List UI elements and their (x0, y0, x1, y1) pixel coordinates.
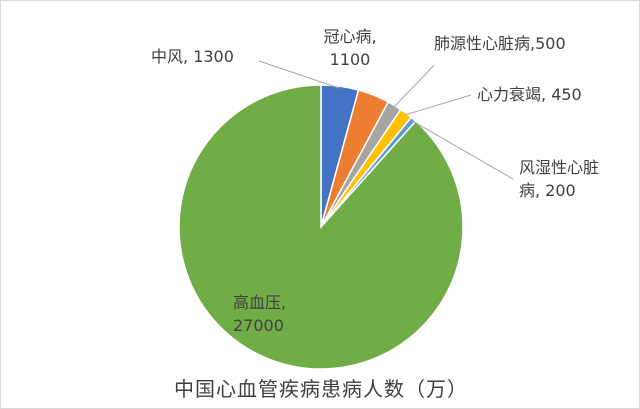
label-rheumatic-heart: 风湿性心脏 病, 200 (519, 158, 600, 200)
label-stroke: 中风, 1300 (151, 47, 234, 66)
chart-title: 中国心血管疾病患病人数（万） (174, 377, 468, 401)
leader-pulmonary-heart (393, 64, 435, 108)
leader-heart-failure (404, 94, 472, 116)
leader-rheumatic-heart (411, 120, 514, 180)
slice-hypertension (178, 84, 464, 370)
leader-stroke (258, 60, 340, 89)
label-heart-failure: 心力衰竭, 450 (477, 85, 582, 104)
label-hypertension: 高血压, 27000 (233, 293, 287, 335)
label-coronary: 冠心病, 1100 (323, 27, 377, 69)
label-pulmonary-heart: 肺源性心脏病,500 (434, 34, 566, 53)
